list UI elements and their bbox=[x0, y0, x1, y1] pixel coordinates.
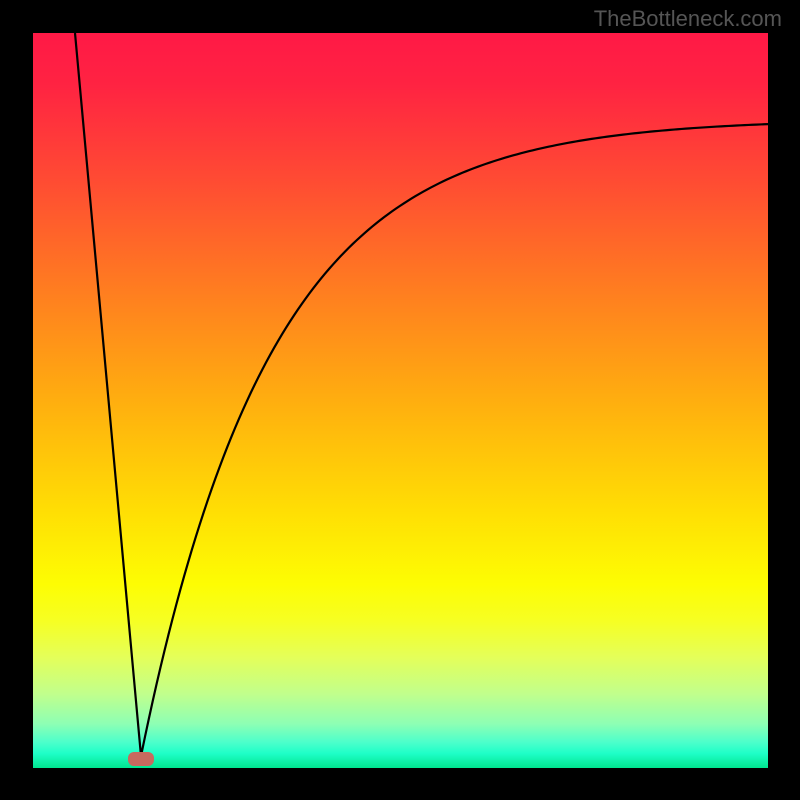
plot-area bbox=[33, 33, 768, 768]
chart-frame: TheBottleneck.com bbox=[0, 0, 800, 800]
bottleneck-curve bbox=[33, 33, 768, 768]
optimal-point-marker bbox=[128, 752, 154, 766]
watermark-text: TheBottleneck.com bbox=[594, 6, 782, 32]
